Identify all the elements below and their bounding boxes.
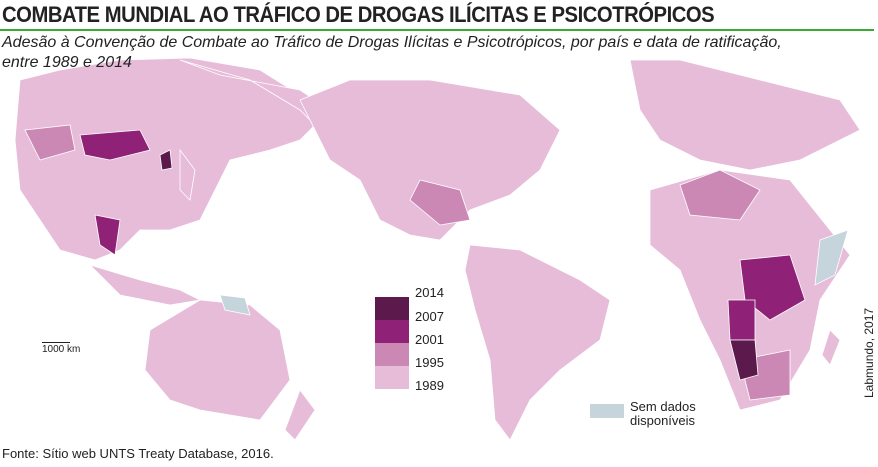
scale-label: 1000 km [42,344,81,355]
legend-label: 2001 [415,332,444,347]
europe [629,59,861,171]
thailand [94,214,121,256]
map-title: COMBATE MUNDIAL AO TRÁFICO DE DROGAS ILÍ… [2,2,715,27]
japan [179,148,196,201]
indonesia [89,264,202,306]
angola [727,299,756,341]
south-america [464,244,611,441]
somalia [814,229,849,286]
papua-new-guinea [219,294,251,316]
map-subtitle: Adesão à Convenção de Combate ao Tráfico… [2,34,782,71]
mexico [409,179,471,226]
mongolia [79,129,151,161]
central-africa-2001 [739,254,806,321]
namibia [729,339,759,381]
legend-label: 2007 [415,309,444,324]
legend-label: 2014 [415,285,444,300]
legend-swatch-2014 [375,297,409,320]
north-korea [159,149,173,171]
legend-label: 1995 [415,355,444,370]
no-data-label: Sem dados disponíveis [630,399,696,428]
scale-bar [42,342,70,345]
title-rule [0,29,874,31]
legend-swatch-2001 [375,343,409,366]
australia [144,299,291,421]
credit: Labmundo, 2017 [862,307,876,398]
north-africa-1995 [679,169,761,221]
source-note: Fonte: Sítio web UNTS Treaty Database, 2… [2,446,274,461]
kazakhstan [24,124,76,161]
legend-swatch-1995 [375,366,409,389]
madagascar [821,329,841,366]
north-america [299,79,561,241]
legend-label: 1989 [415,378,444,393]
no-data-swatch [590,404,624,418]
legend-swatch-2007 [375,320,409,343]
new-zealand [284,389,316,441]
